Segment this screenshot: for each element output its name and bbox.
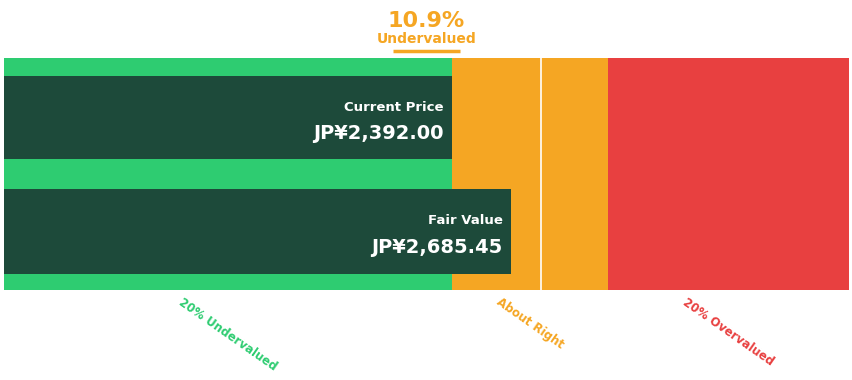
Text: 10.9%: 10.9% — [388, 11, 464, 31]
Text: Fair Value: Fair Value — [427, 214, 502, 227]
Text: JP¥2,392.00: JP¥2,392.00 — [313, 124, 443, 143]
Bar — [4, 189, 510, 274]
Bar — [4, 76, 452, 159]
Bar — [607, 58, 848, 290]
Bar — [4, 58, 452, 290]
Bar — [452, 58, 607, 290]
Text: 20% Overvalued: 20% Overvalued — [680, 296, 775, 368]
Text: About Right: About Right — [493, 296, 566, 352]
Text: Undervalued: Undervalued — [377, 32, 475, 46]
Text: JP¥2,685.45: JP¥2,685.45 — [371, 238, 502, 257]
Text: 20% Undervalued: 20% Undervalued — [176, 296, 279, 373]
Text: Current Price: Current Price — [343, 101, 443, 114]
